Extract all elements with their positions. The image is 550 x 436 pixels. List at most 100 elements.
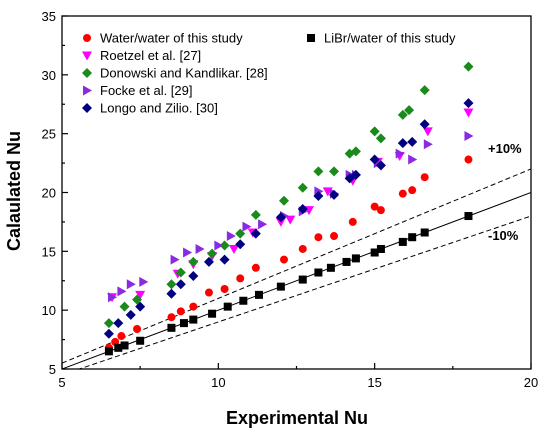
data-point	[119, 301, 130, 312]
data-point	[251, 263, 260, 272]
x-tick-label: 5	[58, 375, 65, 390]
data-point	[313, 166, 324, 177]
data-point	[298, 275, 307, 284]
data-point	[423, 139, 433, 150]
legend-marker	[83, 85, 92, 96]
data-point	[464, 155, 473, 164]
data-point	[108, 292, 118, 303]
data-point	[189, 302, 198, 311]
y-tick-label: 10	[42, 303, 56, 318]
data-point	[350, 146, 361, 157]
data-point	[350, 169, 361, 180]
data-point	[208, 309, 217, 318]
reference-line-minus-10	[77, 215, 531, 369]
legend-marker	[82, 51, 92, 61]
data-point	[113, 318, 124, 329]
data-point	[125, 309, 136, 320]
data-point	[204, 288, 213, 297]
data-point	[422, 127, 433, 137]
data-point	[330, 232, 339, 241]
data-point	[214, 240, 224, 251]
data-point	[188, 271, 199, 282]
legend-label: Roetzel et al. [27]	[100, 48, 201, 63]
data-point	[133, 324, 142, 333]
data-point	[236, 274, 245, 283]
data-point	[175, 267, 186, 278]
annotation-minus-10: -10%	[488, 228, 519, 243]
data-point	[407, 136, 418, 147]
legend-label: Water/water of this study	[100, 31, 243, 46]
data-point	[279, 255, 288, 264]
data-point	[167, 323, 176, 332]
data-point	[275, 217, 286, 227]
data-point	[326, 263, 335, 272]
x-axis-label: Experimental Nu	[226, 408, 368, 428]
data-point	[219, 240, 230, 251]
data-point	[117, 286, 127, 297]
data-point	[203, 256, 214, 267]
y-tick-label: 15	[42, 244, 56, 259]
series-4	[103, 98, 474, 339]
data-point	[463, 108, 474, 118]
data-point	[170, 254, 180, 265]
data-point	[395, 148, 405, 159]
data-point	[120, 341, 129, 350]
data-point	[419, 85, 430, 96]
data-point	[397, 109, 408, 120]
data-point	[242, 221, 252, 232]
legend-marker	[307, 34, 315, 42]
data-point	[166, 288, 177, 299]
data-point	[235, 239, 246, 250]
data-point	[404, 105, 415, 116]
data-point	[228, 244, 239, 254]
data-point	[275, 212, 286, 223]
legend-label: LiBr/water of this study	[324, 31, 456, 46]
data-point	[183, 247, 193, 258]
data-point	[132, 294, 143, 305]
y-tick-label: 35	[42, 9, 56, 24]
data-point	[258, 219, 268, 230]
series-5	[104, 212, 473, 356]
data-point	[464, 212, 473, 221]
data-point	[103, 318, 114, 329]
data-point	[420, 173, 429, 182]
legend-label: Donowski and Kandlikar. [28]	[100, 66, 268, 81]
data-point	[370, 202, 379, 211]
data-point	[276, 282, 285, 291]
data-point	[176, 307, 185, 316]
data-point	[250, 228, 261, 239]
data-point	[226, 231, 236, 242]
data-point	[139, 276, 149, 287]
data-point	[375, 160, 386, 171]
x-tick-label: 15	[367, 375, 381, 390]
legend-marker	[82, 68, 92, 78]
x-tick-label: 20	[524, 375, 538, 390]
data-point	[136, 336, 145, 345]
data-point	[220, 284, 229, 293]
data-point	[167, 313, 176, 322]
data-point	[285, 215, 296, 225]
data-point	[329, 166, 340, 177]
data-point	[297, 182, 308, 193]
data-point	[369, 126, 380, 137]
data-point	[223, 302, 232, 311]
data-point	[314, 233, 323, 242]
data-point	[408, 154, 418, 165]
data-point	[189, 315, 198, 324]
data-point	[298, 244, 307, 253]
y-tick-label: 30	[42, 68, 56, 83]
data-point	[369, 154, 380, 165]
data-point	[375, 133, 386, 144]
y-tick-label: 5	[49, 362, 56, 377]
data-point	[329, 189, 340, 200]
y-tick-label: 25	[42, 127, 56, 142]
legend-label: Focke et al. [29]	[100, 83, 193, 98]
data-point	[376, 206, 385, 215]
data-point	[420, 228, 429, 237]
data-point	[103, 328, 114, 339]
data-point	[419, 119, 430, 130]
data-point	[398, 237, 407, 246]
data-point	[219, 254, 230, 265]
data-point	[175, 279, 186, 290]
